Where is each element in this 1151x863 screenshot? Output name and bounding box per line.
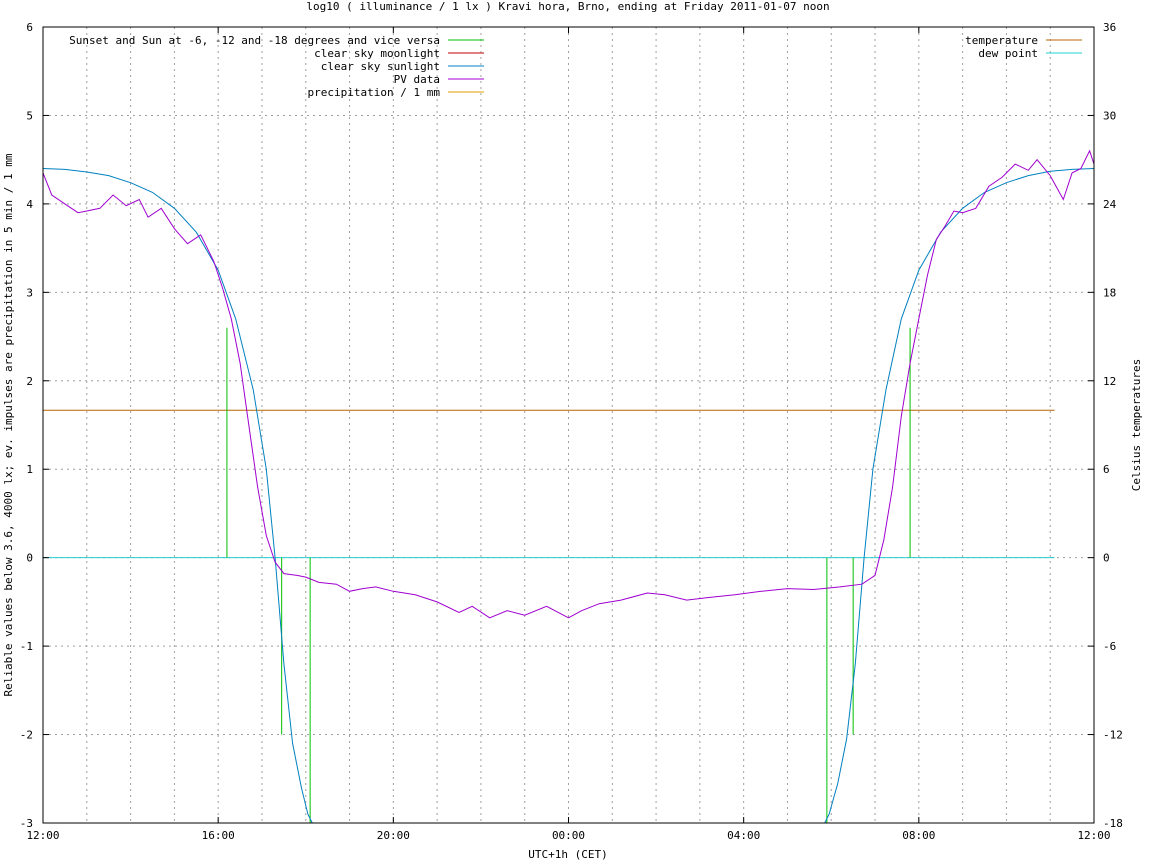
y2-tick-label: 24: [1103, 198, 1117, 211]
legend-label: dew point: [978, 47, 1038, 60]
y2-tick-label: -18: [1103, 817, 1123, 830]
x-tick-label: 16:00: [202, 829, 235, 842]
x-tick-label: 12:00: [26, 829, 59, 842]
legend: Sunset and Sun at -6, -12 and -18 degree…: [69, 34, 1082, 99]
x-tick-label: 20:00: [377, 829, 410, 842]
x-tick-label: 04:00: [727, 829, 760, 842]
legend-label: precipitation / 1 mm: [308, 86, 441, 99]
legend-label: temperature: [965, 34, 1038, 47]
y-tick-label: 5: [26, 109, 33, 122]
x-tick-label: 12:00: [1077, 829, 1110, 842]
y2-tick-label: 18: [1103, 286, 1116, 299]
legend-label: clear sky sunlight: [321, 60, 440, 73]
y-tick-label: 6: [26, 21, 33, 34]
y-tick-label: 1: [26, 463, 33, 476]
clear-sky-sunlight-line: [42, 168, 313, 824]
y-tick-label: 2: [26, 375, 33, 388]
series-group: [42, 149, 1095, 824]
legend-label: PV data: [394, 73, 440, 86]
y-tick-label: 0: [26, 552, 33, 565]
x-tick-label: 08:00: [902, 829, 935, 842]
y2-tick-label: 6: [1103, 463, 1110, 476]
x-axis-label: UTC+1h (CET): [528, 848, 607, 861]
y2-tick-label: 0: [1103, 552, 1110, 565]
y-tick-label: -1: [20, 640, 33, 653]
y-tick-label: -3: [20, 817, 33, 830]
y2-tick-label: -12: [1103, 729, 1123, 742]
pv-data-line: [42, 149, 1095, 619]
y2-tick-label: 36: [1103, 21, 1116, 34]
clear-sky-sunlight-line: [824, 168, 1095, 824]
y-axis-label: Reliable values below 3.6, 4000 lx; ev. …: [2, 153, 15, 696]
y2-tick-label: -6: [1103, 640, 1116, 653]
grid-lines: [43, 27, 1094, 823]
y-tick-label: -2: [20, 729, 33, 742]
x-tick-label: 00:00: [552, 829, 585, 842]
y2-axis-label: Celsius temperatures: [1130, 359, 1143, 491]
y-tick-label: 4: [26, 198, 33, 211]
legend-label: Sunset and Sun at -6, -12 and -18 degree…: [69, 34, 440, 47]
y2-tick-label: 30: [1103, 109, 1116, 122]
chart-title: log10 ( illuminance / 1 lx ) Kravi hora,…: [306, 0, 829, 13]
y-tick-label: 3: [26, 286, 33, 299]
y2-tick-label: 12: [1103, 375, 1116, 388]
legend-label: clear sky moonlight: [314, 47, 440, 60]
